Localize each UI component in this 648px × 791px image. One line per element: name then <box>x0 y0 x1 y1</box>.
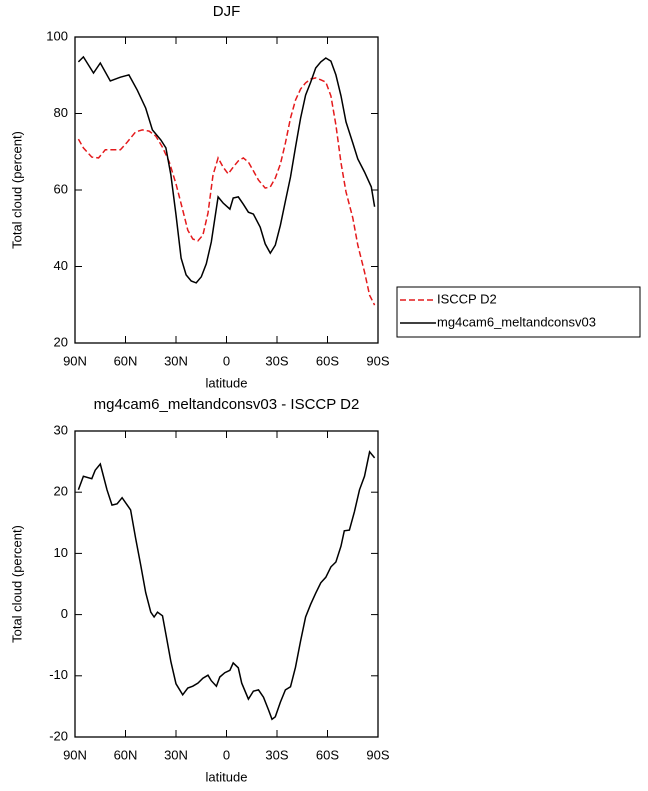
y-tick-label: -10 <box>49 667 68 682</box>
x-tick-label: 60S <box>316 353 339 368</box>
y-axis-label: Total cloud (percent) <box>9 131 24 249</box>
x-tick-label: 60N <box>114 353 138 368</box>
x-tick-label: 90N <box>63 747 87 762</box>
legend-box <box>396 286 641 338</box>
y-tick-label: 80 <box>54 105 68 120</box>
x-axis-label: latitude <box>206 375 248 390</box>
y-axis-label: Total cloud (percent) <box>9 525 24 643</box>
chart-title: DJF <box>213 3 241 20</box>
x-tick-label: 0 <box>223 747 230 762</box>
y-tick-label: -20 <box>49 728 68 743</box>
legend-label: mg4cam6_meltandconsv03 <box>437 314 596 329</box>
x-tick-label: 30S <box>265 747 288 762</box>
plot-frame <box>74 36 379 344</box>
data-line <box>77 55 376 284</box>
x-tick-label: 30S <box>265 353 288 368</box>
x-tick-label: 90S <box>366 353 389 368</box>
x-axis-label: latitude <box>206 769 248 784</box>
y-tick-label: 20 <box>54 334 68 349</box>
data-line <box>77 450 376 721</box>
y-tick-label: 20 <box>54 484 68 499</box>
x-tick-label: 90N <box>63 353 87 368</box>
x-tick-label: 30N <box>164 747 188 762</box>
y-tick-label: 10 <box>54 545 68 560</box>
x-tick-label: 60S <box>316 747 339 762</box>
x-tick-label: 30N <box>164 353 188 368</box>
y-tick-label: 60 <box>54 181 68 196</box>
y-tick-label: 100 <box>46 28 68 43</box>
plot-frame <box>74 430 379 738</box>
y-tick-label: 40 <box>54 258 68 273</box>
x-tick-label: 90S <box>366 747 389 762</box>
data-line <box>77 77 376 306</box>
chart-title: mg4cam6_meltandconsv03 - ISCCP D2 <box>94 396 360 413</box>
x-tick-label: 0 <box>223 353 230 368</box>
x-tick-label: 60N <box>114 747 138 762</box>
y-tick-label: 30 <box>54 422 68 437</box>
legend-label: ISCCP D2 <box>437 291 497 306</box>
y-tick-label: 0 <box>61 606 68 621</box>
